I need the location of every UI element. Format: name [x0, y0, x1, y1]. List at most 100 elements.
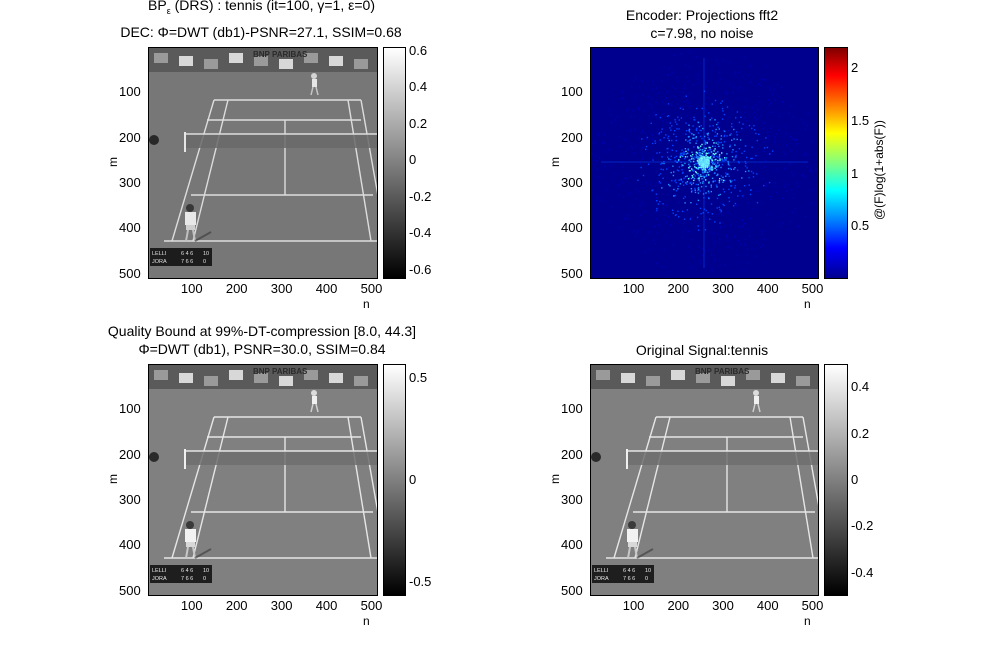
spectrum-speckle-point [674, 95, 676, 98]
spectrum-speckle-point [733, 138, 735, 140]
spectrum-speckle-point [722, 60, 724, 62]
spectrum-speckle-point [630, 176, 633, 178]
spectrum-speckle-point [675, 214, 677, 216]
spectrum-speckle-point [636, 232, 638, 234]
spectrum-speckle-point [705, 103, 707, 105]
panel3-title-line1: Quality Bound at 99%-DT-compression [8.0… [107, 323, 417, 339]
spectrum-speckle-point [682, 222, 685, 225]
spectrum-speckle-point [608, 109, 611, 112]
court-surface [591, 365, 818, 595]
x-tick-label: 300 [270, 281, 293, 296]
spectrum-speckle-point [784, 153, 786, 155]
spectrum-speckle-point [705, 154, 707, 156]
spectrum-speckle-point [674, 160, 676, 162]
spectrum-speckle-point [757, 83, 760, 85]
spectrum-speckle-point [699, 135, 702, 138]
near-player-leg [192, 229, 196, 242]
spectrum-speckle-point [593, 142, 595, 144]
spectrum-speckle-point [734, 71, 737, 73]
spectator [329, 56, 343, 66]
spectrum-speckle-point [735, 205, 738, 207]
spectrum-speckle-point [676, 169, 679, 171]
spectrum-speckle-point [692, 125, 694, 127]
spectrum-speckle-point [726, 135, 728, 137]
spectrum-speckle-point [719, 193, 721, 196]
spectrum-speckle-point [706, 166, 709, 169]
spectrum-speckle-point [750, 189, 752, 191]
spectrum-speckle-point [705, 142, 707, 145]
spectrum-speckle-point [654, 185, 657, 187]
spectrum-speckle-point [756, 241, 758, 243]
spectrum-speckle-point [735, 154, 737, 157]
spectrum-speckle-point [717, 143, 719, 145]
spectrum-speckle-point [657, 209, 659, 212]
spectrum-speckle-point [708, 138, 710, 140]
spectrum-speckle-point [699, 152, 702, 154]
spectrum-speckle-point [743, 185, 746, 187]
spectrum-speckle-point [705, 175, 708, 177]
x-tick-label: 200 [667, 281, 690, 296]
spectrum-speckle-point [737, 195, 739, 197]
spectrum-speckle-point [674, 130, 676, 132]
spectrum-speckle-point [693, 137, 695, 139]
spectrum-speckle-point [782, 197, 784, 199]
spectator [229, 53, 243, 63]
spectrum-speckle-point [685, 95, 687, 97]
spectrum-speckle-point [743, 150, 746, 152]
spectrum-speckle-point [741, 152, 743, 154]
spectrum-speckle-point [680, 117, 683, 119]
spectrum-speckle-point [666, 168, 668, 170]
panel1-image-axes: BNP PARIBAS LELLI 6 4 6 10 JORA 7 6 6 0 [148, 47, 378, 279]
spectrum-speckle-point [741, 177, 743, 179]
spectrum-speckle-point [698, 177, 700, 179]
panel4-title-line1: Original Signal:tennis [635, 342, 769, 358]
spectrum-speckle-point [694, 166, 696, 168]
spectrum-speckle-point [748, 176, 750, 179]
spectrum-speckle-point [754, 112, 756, 114]
spectrum-speckle-point [699, 207, 702, 210]
spectrum-speckle-point [744, 170, 747, 173]
spectrum-speckle-point [656, 201, 658, 203]
spectrum-speckle-point [688, 165, 691, 167]
spectrum-speckle-point [690, 265, 692, 268]
spectrum-speckle-point [723, 204, 725, 207]
spectrum-speckle-point [621, 97, 623, 100]
score-sets: 7 6 6 [181, 576, 193, 582]
spectrum-speckle-point [753, 157, 755, 160]
spectrum-speckle-point [668, 183, 670, 186]
spectrum-speckle-point [739, 226, 741, 228]
spectrum-speckle-point [681, 165, 683, 167]
spectrum-speckle-point [762, 128, 765, 130]
spectator [204, 59, 218, 69]
spectrum-speckle-point [658, 133, 660, 135]
spectrum-speckle-point [672, 174, 675, 177]
spectrum-speckle-point [677, 201, 679, 203]
spectrum-speckle-point [685, 182, 687, 184]
spectrum-speckle-point [704, 141, 707, 143]
spectrum-speckle-point [610, 164, 612, 167]
spectrum-speckle-point [642, 146, 644, 149]
spectrum-speckle-point [782, 222, 784, 224]
far-player-leg [310, 86, 314, 96]
spectrum-speckle-point [801, 174, 804, 177]
spectrum-speckle-point [722, 110, 724, 112]
spectrum-speckle-point [708, 166, 711, 168]
sideline-right-outer [360, 99, 377, 195]
spectrum-speckle-point [697, 187, 700, 189]
spectrum-speckle-point [754, 162, 756, 164]
spectrum-speckle-point [655, 218, 657, 220]
spectrum-speckle-point [689, 217, 691, 219]
spectrum-speckle-point [714, 180, 716, 182]
spectrum-speckle-point [684, 202, 686, 204]
spectrum-speckle-point [756, 190, 758, 192]
spectrum-speckle-point [695, 157, 697, 159]
spectrum-speckle-point [767, 99, 769, 101]
spectrum-speckle-point [707, 132, 709, 134]
spectrum-speckle-point [691, 158, 693, 160]
spectrum-speckle-point [689, 50, 691, 53]
spectrum-speckle-point [720, 78, 722, 80]
spectrum-speckle-point [746, 262, 749, 264]
spectrum-speckle-point [697, 146, 699, 148]
spectrum-speckle-point [760, 138, 763, 141]
spectrum-speckle-point [700, 129, 702, 132]
